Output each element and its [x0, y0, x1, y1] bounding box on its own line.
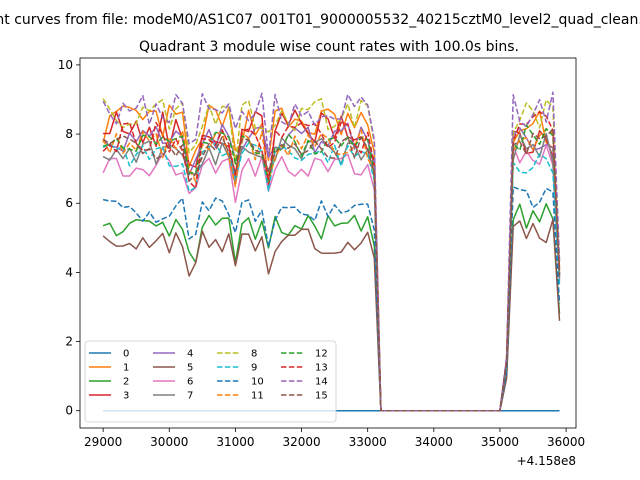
legend-label-7: 7: [187, 391, 193, 402]
legend-label-12: 12: [315, 349, 328, 360]
x-offset-label: +4.158e8: [517, 454, 576, 468]
x-tick-label: 29000: [84, 435, 122, 449]
y-tick-label: 0: [65, 404, 73, 418]
series-line-12: [102, 124, 561, 412]
legend-label-10: 10: [251, 377, 264, 388]
y-tick-label: 6: [65, 196, 73, 210]
legend-label-4: 4: [187, 349, 193, 360]
legend-label-11: 11: [251, 391, 264, 402]
x-tick-label: 35000: [481, 435, 519, 449]
series-layer: [102, 91, 561, 412]
x-tick-label: 34000: [415, 435, 453, 449]
x-tick-label: 31000: [216, 435, 254, 449]
legend-label-3: 3: [123, 391, 129, 402]
legend-label-13: 13: [315, 363, 328, 374]
legend-label-0: 0: [123, 349, 129, 360]
legend-label-2: 2: [123, 377, 129, 388]
series-line-13: [102, 111, 561, 412]
x-tick-label: 33000: [349, 435, 387, 449]
series-line-15: [102, 128, 561, 412]
legend-box: [84, 340, 337, 423]
y-tick-label: 10: [58, 58, 73, 72]
x-tick-label: 32000: [282, 435, 320, 449]
legend-label-5: 5: [187, 363, 193, 374]
x-tick-label: 30000: [150, 435, 188, 449]
legend-label-6: 6: [187, 377, 193, 388]
series-line-14: [102, 91, 561, 412]
axes-frame: [79, 57, 577, 429]
legend-label-9: 9: [251, 363, 257, 374]
y-tick-label: 2: [65, 335, 73, 349]
y-tick-label: 8: [65, 127, 73, 141]
legend-label-15: 15: [315, 391, 328, 402]
legend-label-14: 14: [315, 377, 328, 388]
x-tick-label: 36000: [547, 435, 585, 449]
y-axis: 0 2 4 6 8 10: [58, 58, 80, 418]
chart-title: Quadrant 3 module wise count rates with …: [139, 39, 519, 55]
y-tick-label: 4: [65, 265, 73, 279]
x-axis: 29000 30000 31000 32000 33000 34000 35000 36000: [84, 428, 585, 449]
figure-suptitle: Light curves from file: modeM0/AS1C07_00…: [0, 12, 640, 28]
legend-label-8: 8: [251, 349, 257, 360]
legend-label-1: 1: [123, 363, 129, 374]
